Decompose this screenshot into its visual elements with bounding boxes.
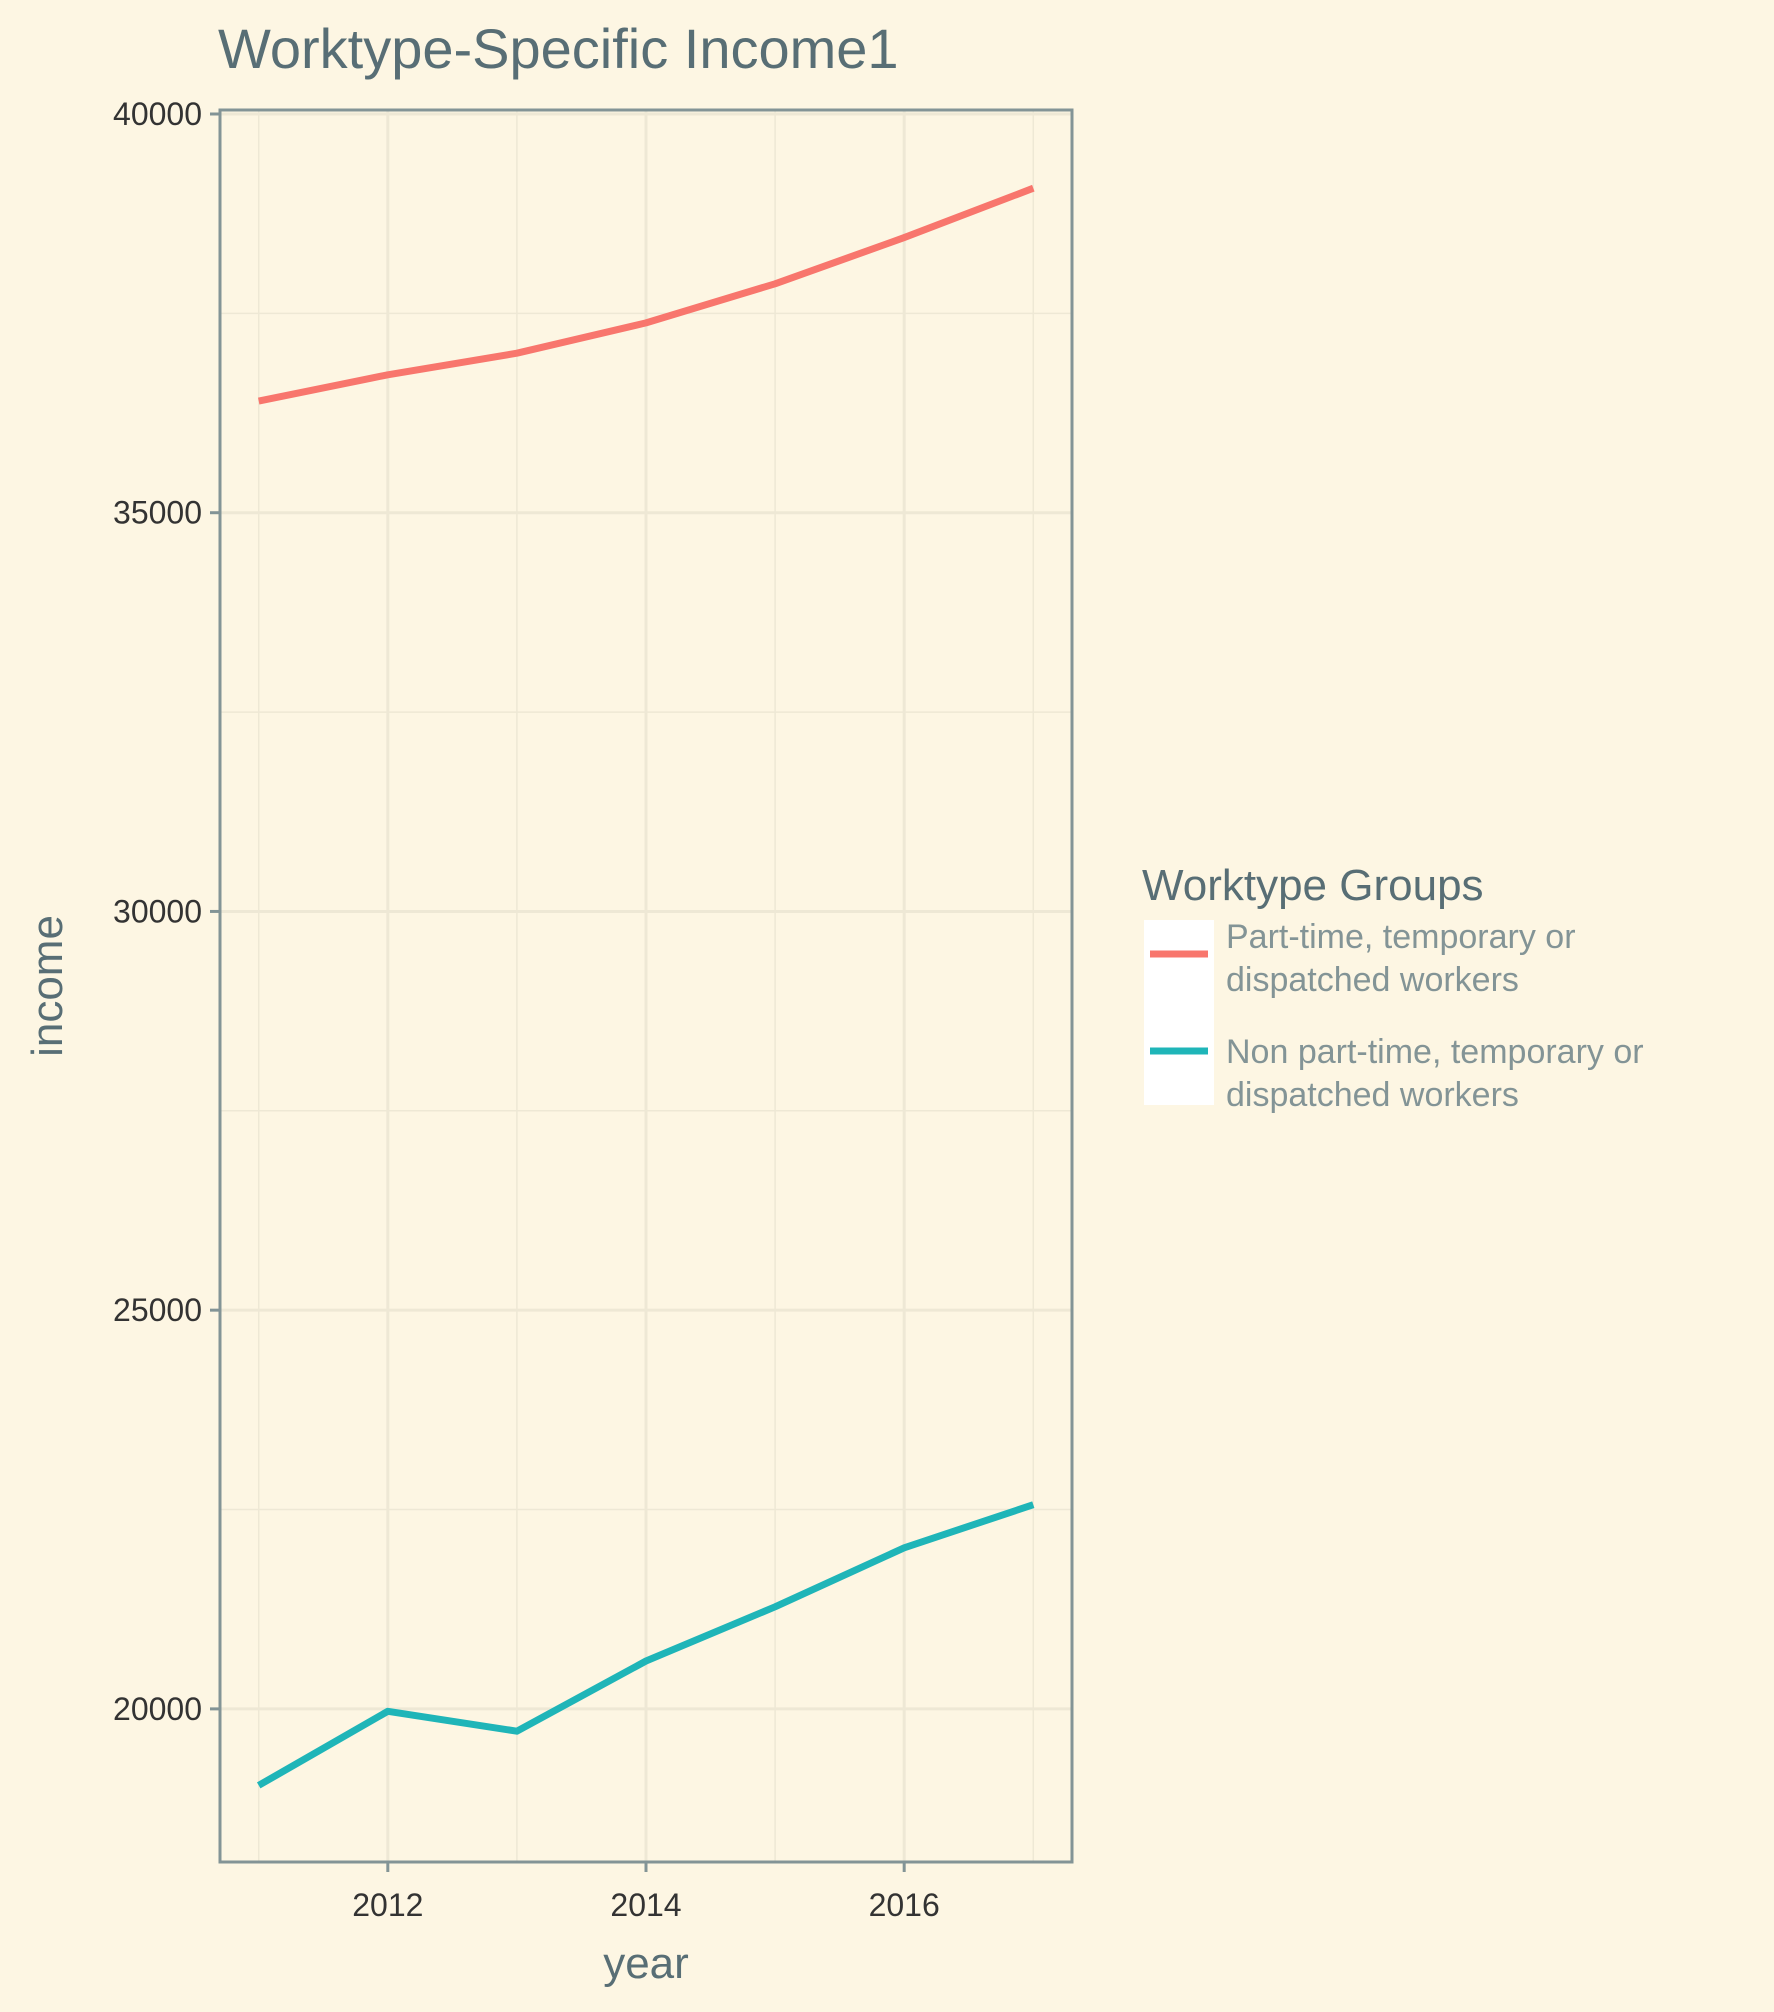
y-tick-label: 25000 bbox=[113, 1292, 202, 1328]
axis-ticks: 2012 2014 2016 20000 25000 30000 35000 40000 bbox=[113, 96, 940, 1923]
y-tick-label: 30000 bbox=[113, 893, 202, 929]
y-tick-label: 35000 bbox=[113, 495, 202, 531]
legend-title: Worktype Groups bbox=[1142, 861, 1484, 910]
x-axis-title: year bbox=[603, 1939, 689, 1988]
series-lines bbox=[256, 184, 1035, 1789]
chart-title: Worktype-Specific Income1 bbox=[218, 17, 899, 80]
y-axis-title: income bbox=[23, 915, 72, 1057]
series-line-non-part-time bbox=[256, 1501, 1035, 1789]
legend-label-part-time-line1: Part-time, temporary or bbox=[1226, 918, 1576, 956]
legend-key-background-1 bbox=[1144, 920, 1214, 1025]
legend-label-non-part-time-line1: Non part-time, temporary or bbox=[1226, 1033, 1644, 1071]
x-tick-label: 2016 bbox=[869, 1887, 940, 1923]
legend-label-non-part-time-line2: dispatched workers bbox=[1226, 1076, 1519, 1114]
grid bbox=[220, 110, 1072, 1862]
legend: Worktype Groups Part-time, temporary or … bbox=[1142, 861, 1644, 1114]
y-tick-label: 40000 bbox=[113, 96, 202, 132]
x-tick-label: 2014 bbox=[610, 1887, 681, 1923]
legend-key-background-2 bbox=[1144, 1025, 1214, 1105]
x-tick-label: 2012 bbox=[352, 1887, 423, 1923]
series-line-part-time bbox=[258, 184, 1035, 405]
legend-label-part-time-line2: dispatched workers bbox=[1226, 961, 1519, 999]
y-tick-label: 20000 bbox=[113, 1691, 202, 1727]
